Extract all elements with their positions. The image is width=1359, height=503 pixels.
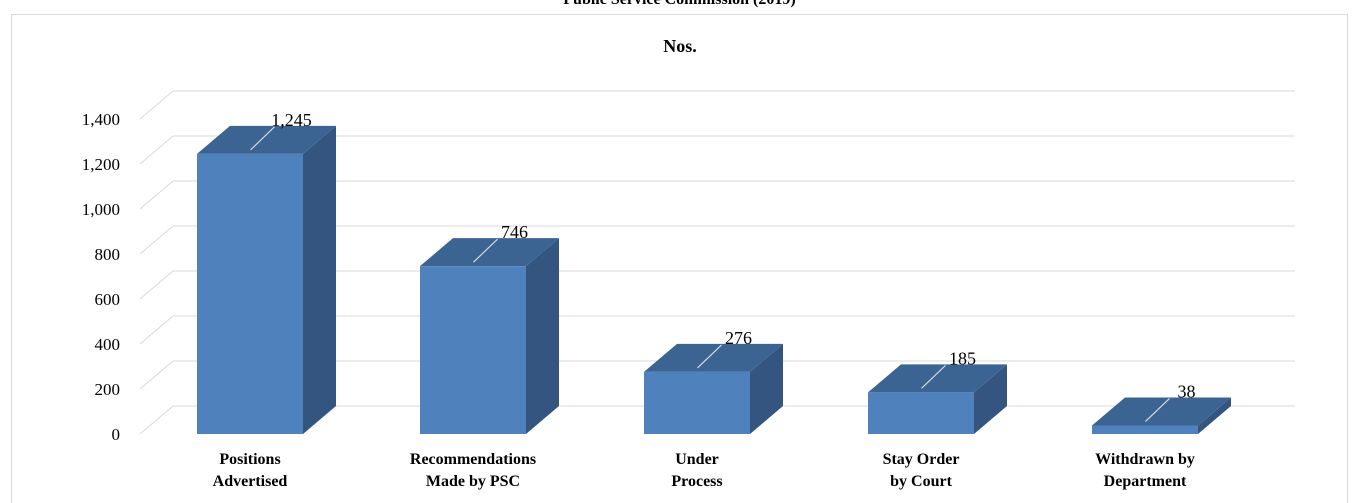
- bar: [420, 238, 559, 434]
- y-tick-label: 400: [95, 335, 121, 354]
- bar-top: [197, 125, 336, 154]
- y-axis-labels: 0 200 400 600 800 1,000 1,200 1,400: [82, 110, 120, 444]
- y-tick-label: 1,000: [82, 200, 120, 219]
- bar-top: [644, 343, 783, 372]
- gridline-diagonal: [139, 90, 174, 120]
- y-tick-label: 1,400: [82, 110, 120, 129]
- value-leader-line: [250, 126, 275, 151]
- bar-side: [526, 238, 559, 434]
- chart-title: Nos.: [663, 36, 697, 56]
- bar-side: [303, 125, 336, 434]
- bar: [868, 364, 1007, 434]
- bar-top: [420, 238, 559, 267]
- bar-top: [1092, 397, 1231, 426]
- gridline-diagonal: [139, 360, 174, 390]
- bars: [197, 125, 1231, 434]
- x-axis-labels: Positions Advertised Recommendations Made b…: [213, 451, 1195, 490]
- gridline-diagonal: [139, 270, 174, 300]
- bar-top: [868, 364, 1007, 393]
- y-tick-label: 1,200: [82, 155, 120, 174]
- y-tick-label: 0: [112, 425, 121, 444]
- bar-side: [1198, 397, 1231, 434]
- category-label: Under Process: [671, 451, 722, 490]
- bar: [197, 125, 336, 434]
- value-label: 276: [725, 328, 752, 348]
- category-label: Stay Order by Court: [883, 451, 960, 490]
- value-leader-line: [473, 238, 498, 263]
- gridline-diagonal: [139, 180, 174, 210]
- gridline-diagonal: [139, 135, 174, 165]
- value-label: 38: [1178, 381, 1196, 401]
- value-label: 1,245: [271, 110, 312, 130]
- bar-front: [644, 371, 750, 434]
- bar-front: [1092, 425, 1198, 434]
- bar-side: [750, 343, 783, 434]
- y-tick-label: 200: [95, 380, 121, 399]
- gridlines: [139, 90, 1295, 435]
- value-leader-line: [697, 344, 722, 369]
- gridline-diagonal: [139, 405, 174, 435]
- y-tick-label: 600: [95, 290, 121, 309]
- bar-front: [197, 153, 303, 434]
- page-title: Public Service Commission (2019): [0, 0, 1359, 9]
- category-label: Withdrawn by Department: [1095, 451, 1195, 490]
- value-label: 185: [949, 348, 976, 368]
- bar-front: [420, 266, 526, 434]
- bar: [644, 343, 783, 434]
- category-label: Positions Advertised: [213, 451, 288, 490]
- chart-frame: [11, 14, 1348, 503]
- gridline-diagonal: [139, 225, 174, 255]
- bar-side: [974, 364, 1007, 434]
- category-label: Recommendations Made by PSC: [410, 451, 536, 490]
- value-labels: 1,245 746 276 185 38: [250, 110, 1196, 422]
- value-leader-line: [1145, 398, 1170, 422]
- y-tick-label: 800: [95, 245, 121, 264]
- bar-front: [868, 392, 974, 434]
- value-leader-line: [921, 364, 946, 389]
- gridline-diagonal: [139, 315, 174, 345]
- bar: [1092, 397, 1231, 434]
- value-label: 746: [501, 222, 528, 242]
